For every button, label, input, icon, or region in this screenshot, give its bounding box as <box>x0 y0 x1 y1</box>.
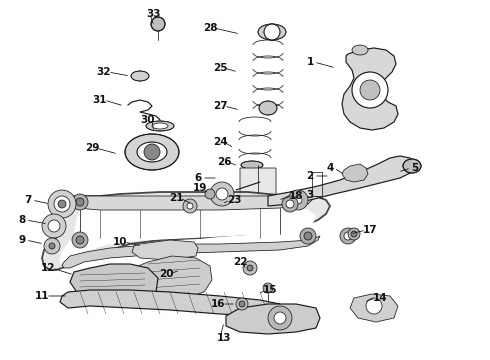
Text: 28: 28 <box>203 23 217 33</box>
Polygon shape <box>268 156 416 206</box>
Text: 23: 23 <box>227 195 241 205</box>
Circle shape <box>72 194 88 210</box>
Text: 14: 14 <box>373 293 387 303</box>
Circle shape <box>288 190 308 210</box>
Ellipse shape <box>258 24 286 40</box>
Text: 31: 31 <box>93 95 107 105</box>
Circle shape <box>205 189 215 199</box>
Text: 29: 29 <box>85 143 99 153</box>
Text: 32: 32 <box>97 67 111 77</box>
Text: 12: 12 <box>41 263 55 273</box>
Text: 16: 16 <box>211 299 225 309</box>
Circle shape <box>183 199 197 213</box>
Circle shape <box>48 220 60 232</box>
Text: 8: 8 <box>19 215 25 225</box>
Circle shape <box>54 196 70 212</box>
Polygon shape <box>60 204 316 266</box>
Circle shape <box>58 200 66 208</box>
Text: 4: 4 <box>326 163 334 173</box>
Ellipse shape <box>131 71 149 81</box>
Circle shape <box>247 265 253 271</box>
Text: 20: 20 <box>159 269 173 279</box>
Circle shape <box>294 196 302 204</box>
Circle shape <box>49 243 55 249</box>
Text: 22: 22 <box>233 257 247 267</box>
Ellipse shape <box>137 142 167 162</box>
Circle shape <box>282 196 298 212</box>
Text: 6: 6 <box>195 173 201 183</box>
Polygon shape <box>342 48 398 130</box>
Polygon shape <box>350 294 398 322</box>
Text: 18: 18 <box>289 191 303 201</box>
Text: 7: 7 <box>24 195 32 205</box>
Text: 2: 2 <box>306 171 314 181</box>
Circle shape <box>44 238 60 254</box>
Polygon shape <box>226 304 320 334</box>
Ellipse shape <box>125 134 179 170</box>
Circle shape <box>304 232 312 240</box>
Polygon shape <box>342 164 368 182</box>
Circle shape <box>151 17 165 31</box>
Circle shape <box>366 298 382 314</box>
Circle shape <box>76 236 84 244</box>
Text: 11: 11 <box>35 291 49 301</box>
Text: 15: 15 <box>263 285 277 295</box>
Text: 3: 3 <box>306 190 314 200</box>
Circle shape <box>351 231 357 237</box>
Text: 10: 10 <box>113 237 127 247</box>
Circle shape <box>344 232 352 240</box>
Circle shape <box>76 198 84 206</box>
Circle shape <box>288 192 304 208</box>
Ellipse shape <box>152 123 168 129</box>
Circle shape <box>352 72 388 108</box>
Circle shape <box>264 24 280 40</box>
Text: 13: 13 <box>217 333 231 343</box>
Text: 17: 17 <box>363 225 377 235</box>
Text: 24: 24 <box>213 137 227 147</box>
Circle shape <box>243 261 257 275</box>
Polygon shape <box>60 290 280 316</box>
Text: 21: 21 <box>169 193 183 203</box>
Text: 27: 27 <box>213 101 227 111</box>
Text: 5: 5 <box>412 163 418 173</box>
Polygon shape <box>132 240 198 260</box>
Polygon shape <box>240 168 276 206</box>
Ellipse shape <box>259 101 277 115</box>
Polygon shape <box>70 264 158 304</box>
Circle shape <box>268 306 292 330</box>
Circle shape <box>210 182 234 206</box>
Text: 25: 25 <box>213 63 227 73</box>
Ellipse shape <box>241 161 263 169</box>
Text: 1: 1 <box>306 57 314 67</box>
Circle shape <box>239 301 245 307</box>
Text: 9: 9 <box>19 235 25 245</box>
Polygon shape <box>62 236 320 268</box>
Circle shape <box>292 196 300 204</box>
Circle shape <box>187 203 193 209</box>
Circle shape <box>274 312 286 324</box>
Circle shape <box>340 228 356 244</box>
Circle shape <box>263 283 273 293</box>
Ellipse shape <box>352 45 368 55</box>
Circle shape <box>42 214 66 238</box>
Circle shape <box>216 188 228 200</box>
Polygon shape <box>68 196 314 210</box>
Circle shape <box>144 144 160 160</box>
Circle shape <box>286 200 294 208</box>
Circle shape <box>348 228 360 240</box>
Text: 19: 19 <box>193 183 207 193</box>
Circle shape <box>236 298 248 310</box>
Circle shape <box>360 80 380 100</box>
Ellipse shape <box>146 121 174 131</box>
Circle shape <box>72 232 88 248</box>
Polygon shape <box>42 192 330 270</box>
Text: 33: 33 <box>147 9 161 19</box>
Ellipse shape <box>403 159 421 173</box>
Text: 30: 30 <box>141 115 155 125</box>
Polygon shape <box>136 256 212 298</box>
Text: 26: 26 <box>217 157 231 167</box>
Circle shape <box>300 228 316 244</box>
Circle shape <box>48 190 76 218</box>
